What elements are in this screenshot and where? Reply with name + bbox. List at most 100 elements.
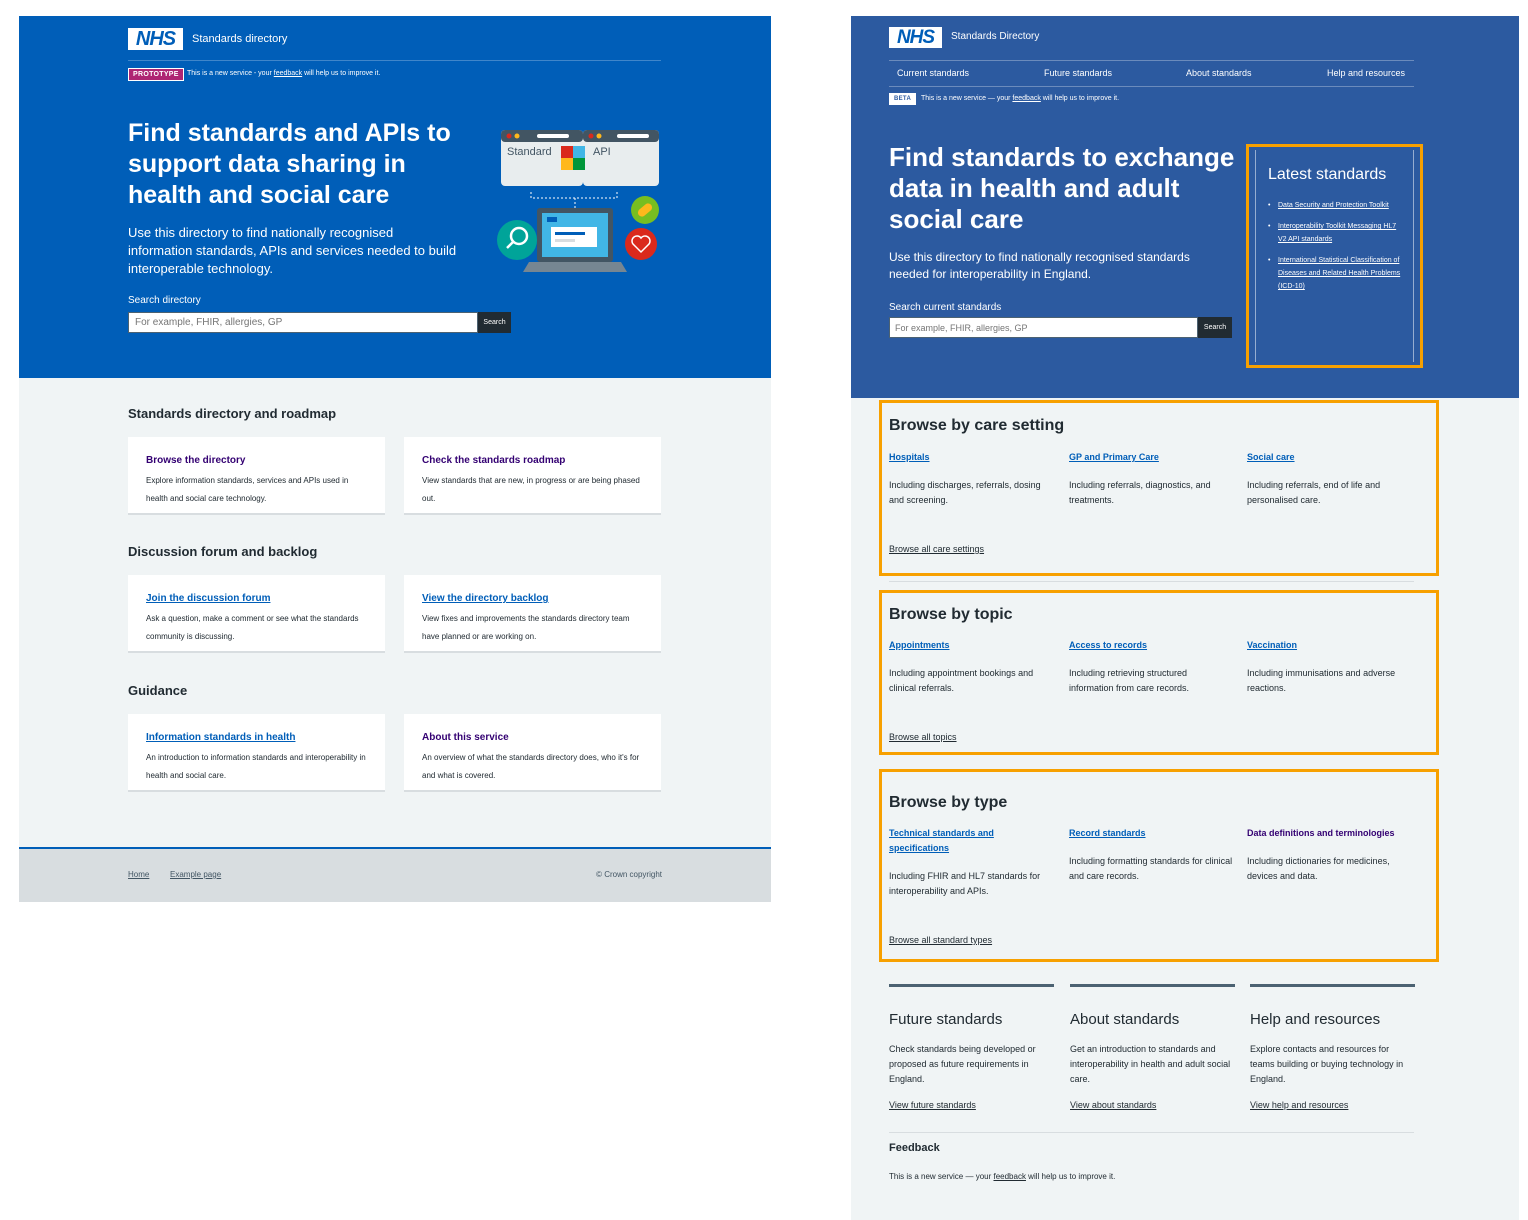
standard-window [501, 130, 583, 186]
promo-help-resources: Help and resources Explore contacts and … [1250, 984, 1415, 1110]
latest-standard-link[interactable]: Interoperability Toolkit Messaging HL7 V… [1268, 220, 1401, 246]
browse-link[interactable]: Access to records [1069, 640, 1148, 650]
nav-current-standards[interactable]: Current standards [897, 68, 970, 78]
browse-link[interactable]: Hospitals [889, 452, 930, 462]
browse-link[interactable]: Appointments [889, 640, 950, 650]
browse-item-technical: Technical standards and specifications I… [889, 826, 1040, 899]
highlight-topic [879, 590, 1439, 755]
promo-link[interactable]: View future standards [889, 1100, 976, 1110]
copyright: © Crown copyright [596, 870, 662, 879]
card-title-link[interactable]: Check the standards roadmap [422, 455, 566, 466]
api-window [583, 130, 659, 186]
search-input[interactable] [128, 312, 478, 333]
browse-item-data-definitions: Data definitions and terminologies Inclu… [1247, 826, 1397, 884]
nav-about-standards[interactable]: About standards [1186, 68, 1252, 78]
latest-standard-link[interactable]: International Statistical Classification… [1268, 254, 1401, 293]
card-title-link[interactable]: Information standards in health [146, 732, 296, 743]
card-title-link[interactable]: About this service [422, 732, 509, 743]
browse-all-types-link[interactable]: Browse all standard types [889, 935, 993, 945]
phase-tag: BETA [889, 93, 917, 105]
promo-future-standards: Future standards Check standards being d… [889, 984, 1054, 1110]
card-title-link[interactable]: Browse the directory [146, 455, 246, 466]
magnifier-icon [497, 220, 537, 260]
footer-link-home[interactable]: Home [128, 870, 150, 879]
search-input[interactable] [889, 317, 1198, 338]
card-standards-roadmap[interactable]: Check the standards roadmap View standar… [404, 437, 661, 515]
card-description: Ask a question, make a comment or see wh… [146, 614, 359, 641]
card-title-link[interactable]: Join the discussion forum [146, 593, 271, 604]
header-divider [128, 60, 661, 61]
promo-link[interactable]: View about standards [1070, 1100, 1157, 1110]
browse-all-care-settings-link[interactable]: Browse all care settings [889, 544, 985, 554]
browse-description: Including referrals, diagnostics, and tr… [1069, 480, 1211, 505]
feedback-heading: Feedback [889, 1142, 940, 1154]
nav-help-resources[interactable]: Help and resources [1327, 68, 1406, 78]
pill-icon [631, 196, 659, 224]
section-divider [889, 1132, 1414, 1133]
browse-link[interactable]: GP and Primary Care [1069, 452, 1159, 462]
latest-standards-heading: Latest standards [1268, 166, 1387, 183]
promo-description: Get an introduction to standards and int… [1070, 1044, 1231, 1084]
nhs-logo[interactable]: NHS [889, 27, 942, 48]
browse-link[interactable]: Social care [1247, 452, 1295, 462]
browse-item-social-care: Social care Including referrals, end of … [1247, 450, 1412, 508]
search-button[interactable]: Search [478, 312, 511, 333]
browse-description: Including appointment bookings and clini… [889, 668, 1034, 693]
browse-item-appointments: Appointments Including appointment booki… [889, 638, 1054, 696]
card-browse-directory[interactable]: Browse the directory Explore information… [128, 437, 385, 515]
card-description: An introduction to information standards… [146, 753, 366, 780]
promo-heading: Future standards [889, 1011, 1003, 1028]
site-name[interactable]: Standards Directory [951, 31, 1040, 42]
browse-all-topics-link[interactable]: Browse all topics [889, 732, 957, 742]
browse-link[interactable]: Vaccination [1247, 640, 1298, 650]
site-name[interactable]: Standards directory [192, 33, 288, 45]
interoperability-illustration: Standard API [497, 130, 659, 272]
latest-standards-list: Data Security and Protection Toolkit Int… [1268, 199, 1401, 293]
browse-link[interactable]: Technical standards and specifications [889, 828, 994, 853]
section-heading: Standards directory and roadmap [128, 406, 337, 421]
browse-item-record: Record standards Including formatting st… [1069, 826, 1234, 884]
card-about-service[interactable]: About this service An overview of what t… [404, 714, 661, 792]
heart-icon [625, 228, 657, 260]
browse-care-setting-heading: Browse by care setting [889, 417, 1065, 434]
section-heading: Guidance [128, 683, 188, 698]
section-heading: Discussion forum and backlog [128, 544, 318, 559]
highlight-care-setting [879, 400, 1439, 576]
puzzle-icon [561, 146, 585, 170]
beta-page: NHS Standards Directory Current standard… [851, 16, 1519, 1220]
nav-future-standards[interactable]: Future standards [1044, 68, 1113, 78]
card-discussion-forum[interactable]: Join the discussion forum Ask a question… [128, 575, 385, 653]
feedback-link[interactable]: feedback [273, 70, 303, 77]
search-label: Search directory [128, 295, 201, 306]
section-divider [889, 581, 1414, 582]
browse-item-hospitals: Hospitals Including discharges, referral… [889, 450, 1054, 508]
browse-link[interactable]: Record standards [1069, 828, 1146, 838]
search-label: Search current standards [889, 302, 1002, 313]
browse-description: Including dictionaries for medicines, de… [1247, 856, 1390, 881]
card-description: View fixes and improvements the standard… [422, 614, 630, 641]
hero-banner: NHS Standards Directory Current standard… [851, 16, 1519, 398]
latest-standard-link[interactable]: Data Security and Protection Toolkit [1268, 199, 1401, 212]
feedback-link[interactable]: feedback [993, 1172, 1026, 1181]
footer-link-example[interactable]: Example page [170, 870, 222, 879]
laptop-icon [523, 208, 627, 272]
card-title-link[interactable]: View the directory backlog [422, 593, 549, 604]
hero-banner: NHS Standards directory PROTOTYPE This i… [19, 16, 771, 378]
hero-lede: Use this directory to find nationally re… [889, 250, 1190, 281]
card-directory-backlog[interactable]: View the directory backlog View fixes an… [404, 575, 661, 653]
browse-description: Including FHIR and HL7 standards for int… [889, 871, 1041, 896]
browse-description: Including discharges, referrals, dosing … [889, 480, 1041, 505]
promo-about-standards: About standards Get an introduction to s… [1070, 984, 1235, 1110]
nhs-logo[interactable]: NHS [128, 28, 183, 50]
feedback-link[interactable]: feedback [1012, 95, 1041, 102]
promo-link[interactable]: View help and resources [1250, 1100, 1349, 1110]
promo-description: Explore contacts and resources for teams… [1250, 1044, 1404, 1084]
browse-description: Including referrals, end of life and per… [1247, 480, 1381, 505]
search-button[interactable]: Search [1198, 317, 1232, 338]
card-information-standards[interactable]: Information standards in health An intro… [128, 714, 385, 792]
browse-description: Including formatting standards for clini… [1069, 856, 1233, 881]
browse-topic-heading: Browse by topic [889, 606, 1013, 623]
browse-link[interactable]: Data definitions and terminologies [1247, 828, 1395, 838]
phase-banner-text: This is a new service - your feedback wi… [187, 70, 381, 77]
footer: Home Example page © Crown copyright [19, 847, 771, 902]
